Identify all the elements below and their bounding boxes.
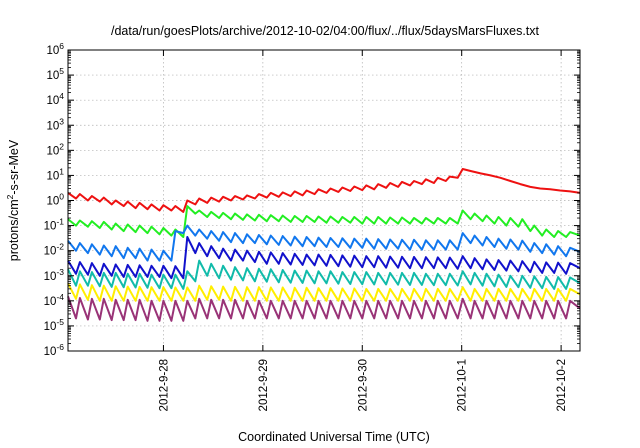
y-axis-label-suffix: -s-sr-MeV — [7, 139, 21, 195]
y-tick-base: 10 — [46, 45, 59, 57]
series-line-3 — [67, 224, 581, 262]
y-tick-base: 10 — [44, 246, 57, 258]
series-line-5 — [67, 259, 581, 290]
y-tick-label: 10-3 — [44, 267, 65, 283]
y-tick-exponent: -4 — [56, 292, 64, 302]
y-tick-base: 10 — [46, 196, 59, 208]
y-tick-exponent: -3 — [56, 267, 64, 277]
y-tick-exponent: -5 — [56, 317, 64, 327]
x-axis-label: Coordinated Universal Time (UTC) — [238, 430, 430, 444]
series-layer — [67, 168, 581, 322]
y-tick-base: 10 — [44, 321, 57, 333]
x-tick-label: 2012-9-28 — [158, 359, 170, 411]
y-tick-label: 10-2 — [44, 242, 65, 258]
chart-title: /data/run/goesPlots/archive/2012-10-02/0… — [111, 24, 540, 38]
series-line-2 — [67, 205, 581, 238]
y-tick-label: 105 — [46, 66, 64, 82]
y-tick-exponent: 1 — [59, 166, 64, 176]
series-line-7 — [67, 296, 581, 322]
series-line-6 — [67, 282, 581, 302]
y-tick-exponent: -6 — [56, 342, 64, 352]
x-tick-label: 2012-10-1 — [457, 359, 469, 411]
y-tick-label: 102 — [46, 141, 64, 157]
y-tick-exponent: 0 — [59, 192, 64, 202]
y-tick-base: 10 — [46, 145, 59, 157]
y-tick-exponent: 5 — [59, 66, 64, 76]
y-axis-label-prefix: protons/cm — [7, 199, 21, 261]
series-line-4 — [67, 236, 581, 280]
y-axis-label-sup: 2 — [5, 194, 15, 199]
y-tick-label: 10-6 — [44, 342, 65, 358]
y-tick-label: 101 — [46, 166, 64, 182]
grid — [68, 49, 580, 352]
y-tick-exponent: -1 — [56, 217, 64, 227]
x-tick-label: 2012-10-2 — [556, 359, 568, 411]
y-tick-base: 10 — [46, 120, 59, 132]
x-tick-label: 2012-9-29 — [258, 359, 270, 411]
y-tick-base: 10 — [46, 70, 59, 82]
y-tick-exponent: 6 — [59, 41, 64, 51]
y-tick-label: 103 — [46, 116, 64, 132]
y-tick-label: 100 — [46, 192, 64, 208]
y-tick-base: 10 — [44, 221, 57, 233]
y-tick-exponent: -2 — [56, 242, 64, 252]
y-tick-label: 106 — [46, 41, 64, 57]
y-tick-label: 104 — [46, 91, 64, 107]
y-tick-exponent: 4 — [59, 91, 64, 101]
x-tick-label: 2012-9-30 — [357, 359, 369, 411]
y-tick-label: 10-1 — [44, 217, 65, 233]
y-tick-label: 10-4 — [44, 292, 65, 308]
y-tick-label: 10-5 — [44, 317, 65, 333]
y-tick-base: 10 — [44, 296, 57, 308]
y-tick-base: 10 — [44, 271, 57, 283]
axis-ticks: 10610510410310210110010-110-210-310-410-… — [44, 41, 580, 411]
y-axis-label: protons/cm2-s-sr-MeV — [5, 139, 21, 261]
y-tick-exponent: 3 — [59, 116, 64, 126]
y-tick-base: 10 — [44, 346, 57, 358]
y-tick-base: 10 — [46, 95, 59, 107]
y-tick-exponent: 2 — [59, 141, 64, 151]
y-tick-base: 10 — [46, 170, 59, 182]
series-line-1 — [67, 168, 581, 213]
